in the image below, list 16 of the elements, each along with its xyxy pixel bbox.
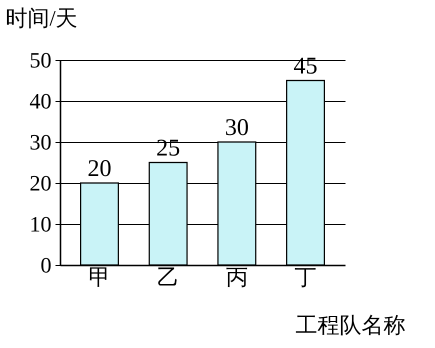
- y-axis-title: 时间/天: [6, 6, 78, 30]
- data-label: 25: [156, 136, 180, 162]
- y-tick-label: 40: [30, 88, 52, 114]
- y-tick-label: 10: [30, 212, 52, 236]
- x-tick-label: 丁: [294, 264, 317, 290]
- x-tick-label: 乙: [157, 264, 180, 290]
- data-label: 20: [87, 156, 112, 182]
- data-label: 45: [294, 54, 318, 80]
- y-tick-label: 20: [30, 170, 52, 196]
- x-tick-label: 丙: [226, 264, 248, 290]
- y-tick-label: 30: [30, 130, 52, 154]
- y-tick-label: 50: [30, 48, 52, 72]
- y-tick-label: 0: [40, 252, 52, 278]
- x-tick-label: 甲: [88, 264, 110, 290]
- data-label: 30: [224, 115, 249, 141]
- x-axis-title: 工程队名称: [296, 312, 406, 338]
